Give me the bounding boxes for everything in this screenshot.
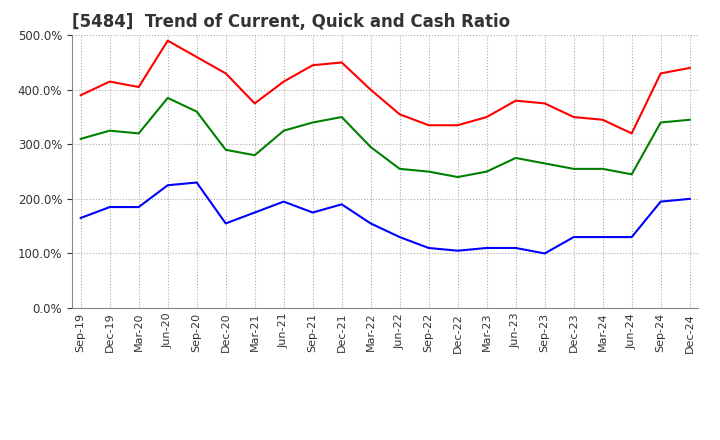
Current Ratio (541, 101, 549, 106)
Current Ratio (308, 62, 317, 68)
Quick Ratio (685, 117, 694, 122)
Current Ratio (570, 114, 578, 120)
Cash Ratio (454, 248, 462, 253)
Current Ratio (657, 71, 665, 76)
Quick Ratio (511, 155, 520, 161)
Current Ratio (163, 38, 172, 43)
Current Ratio (511, 98, 520, 103)
Quick Ratio (221, 147, 230, 152)
Quick Ratio (627, 172, 636, 177)
Cash Ratio (366, 221, 375, 226)
Cash Ratio (251, 210, 259, 215)
Cash Ratio (338, 202, 346, 207)
Quick Ratio (570, 166, 578, 172)
Current Ratio (598, 117, 607, 122)
Current Ratio (279, 79, 288, 84)
Quick Ratio (163, 95, 172, 101)
Quick Ratio (135, 131, 143, 136)
Quick Ratio (308, 120, 317, 125)
Quick Ratio (338, 114, 346, 120)
Cash Ratio (105, 205, 114, 210)
Quick Ratio (366, 144, 375, 150)
Cash Ratio (685, 196, 694, 202)
Quick Ratio (192, 109, 201, 114)
Cash Ratio (308, 210, 317, 215)
Cash Ratio (657, 199, 665, 204)
Cash Ratio (598, 235, 607, 240)
Line: Quick Ratio: Quick Ratio (81, 98, 690, 177)
Quick Ratio (395, 166, 404, 172)
Cash Ratio (192, 180, 201, 185)
Quick Ratio (76, 136, 85, 142)
Cash Ratio (570, 235, 578, 240)
Cash Ratio (541, 251, 549, 256)
Current Ratio (76, 92, 85, 98)
Current Ratio (251, 101, 259, 106)
Quick Ratio (105, 128, 114, 133)
Current Ratio (105, 79, 114, 84)
Cash Ratio (135, 205, 143, 210)
Cash Ratio (76, 215, 85, 220)
Current Ratio (221, 71, 230, 76)
Cash Ratio (482, 246, 491, 251)
Current Ratio (627, 131, 636, 136)
Cash Ratio (424, 246, 433, 251)
Quick Ratio (482, 169, 491, 174)
Quick Ratio (454, 174, 462, 180)
Cash Ratio (627, 235, 636, 240)
Line: Cash Ratio: Cash Ratio (81, 183, 690, 253)
Current Ratio (135, 84, 143, 90)
Current Ratio (454, 123, 462, 128)
Current Ratio (192, 55, 201, 60)
Quick Ratio (598, 166, 607, 172)
Text: [5484]  Trend of Current, Quick and Cash Ratio: [5484] Trend of Current, Quick and Cash … (72, 13, 510, 31)
Cash Ratio (163, 183, 172, 188)
Cash Ratio (279, 199, 288, 204)
Line: Current Ratio: Current Ratio (81, 40, 690, 133)
Cash Ratio (221, 221, 230, 226)
Current Ratio (424, 123, 433, 128)
Current Ratio (482, 114, 491, 120)
Quick Ratio (657, 120, 665, 125)
Cash Ratio (511, 246, 520, 251)
Quick Ratio (279, 128, 288, 133)
Current Ratio (366, 87, 375, 92)
Current Ratio (338, 60, 346, 65)
Quick Ratio (541, 161, 549, 166)
Quick Ratio (424, 169, 433, 174)
Current Ratio (395, 112, 404, 117)
Current Ratio (685, 65, 694, 70)
Cash Ratio (395, 235, 404, 240)
Quick Ratio (251, 153, 259, 158)
